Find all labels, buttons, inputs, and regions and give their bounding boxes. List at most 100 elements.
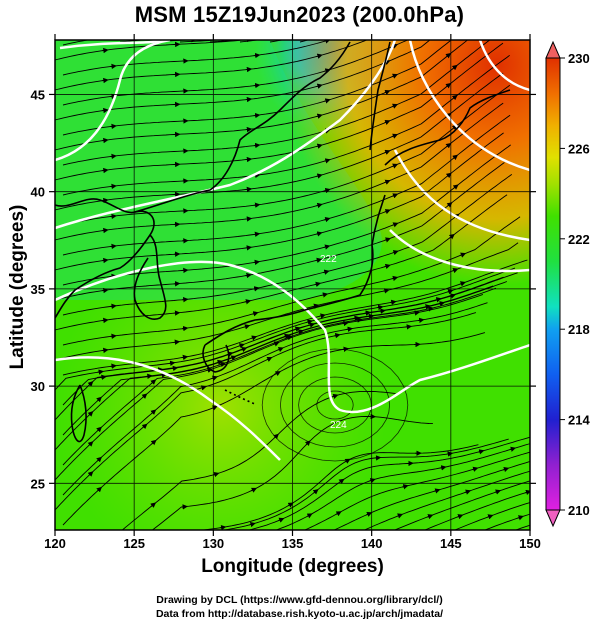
streamline-arrow <box>315 231 323 237</box>
streamline <box>62 40 409 106</box>
streamline-arrow <box>312 303 320 309</box>
streamline <box>55 285 494 451</box>
streamline-arrow <box>150 409 157 415</box>
streamline-arrow <box>273 341 280 347</box>
streamline-arrow <box>316 83 323 89</box>
streamline-arrow <box>316 202 323 209</box>
streamline-arrow <box>509 446 517 452</box>
streamline-arrow <box>524 489 530 496</box>
streamline-arrow <box>324 216 331 223</box>
streamline <box>363 470 530 530</box>
streamline-arrow <box>219 524 227 530</box>
streamline <box>423 490 530 530</box>
streamline-arrow <box>451 64 458 71</box>
streamline-arrow <box>323 244 331 250</box>
isotherm-line <box>393 149 530 242</box>
streamline <box>198 444 479 530</box>
streamline-arrow <box>96 456 103 463</box>
streamline-arrow <box>324 158 331 164</box>
streamline-arrow <box>87 441 94 447</box>
streamline <box>55 40 469 151</box>
streamline <box>239 40 261 43</box>
x-tick-label: 125 <box>123 536 145 551</box>
coastlines <box>55 41 511 443</box>
streamline-arrow <box>417 317 425 324</box>
streamline <box>274 443 530 530</box>
streamline-arrow <box>253 231 261 237</box>
streamline-arrow <box>384 209 391 215</box>
streamline-arrow <box>87 471 94 477</box>
streamline-arrow <box>445 52 452 59</box>
x-tick-label: 140 <box>361 536 383 551</box>
streamline-arrow <box>238 343 245 349</box>
streamline-arrow <box>445 142 452 149</box>
streamline-arrow <box>426 514 434 520</box>
streamline-arrow <box>435 297 442 303</box>
y-axis-label: Latitude (degrees) <box>7 204 28 370</box>
streamline-arrow <box>250 335 258 341</box>
streamline-arrow <box>391 133 399 139</box>
streamline <box>393 480 530 530</box>
source-text: Data from http://database.rish.kyoto-u.a… <box>155 608 444 620</box>
streamline-arrow <box>102 77 109 84</box>
x-tick-label: 130 <box>202 536 224 551</box>
streamline-arrow <box>369 478 376 484</box>
streamline <box>121 390 396 530</box>
streamline-arrow <box>102 47 109 54</box>
isotherm-line <box>55 40 171 162</box>
streamline-arrow <box>451 94 458 101</box>
streamline-arrow <box>96 426 103 433</box>
streamline <box>514 524 530 530</box>
streamline-arrow <box>384 119 391 125</box>
streamline-arrow <box>253 142 261 149</box>
streamline <box>62 40 452 136</box>
colorbar-tick-label: 210 <box>568 503 590 518</box>
streamline-arrow <box>168 360 176 366</box>
streamline <box>151 415 433 530</box>
streamline-arrow <box>459 252 467 258</box>
streamline-arrow <box>87 411 94 417</box>
isotherm-line <box>478 40 530 92</box>
streamline-arrow <box>384 237 391 243</box>
streamline-arrow <box>219 361 226 367</box>
streamline <box>221 438 509 530</box>
coastline-honshu <box>204 194 386 346</box>
streamline-arrow <box>171 365 179 372</box>
streamline-arrow <box>366 511 373 517</box>
streamline-arrow <box>391 73 399 79</box>
isotherm-line <box>408 40 530 172</box>
streamline-arrow <box>333 332 341 339</box>
streamline <box>62 40 331 76</box>
streamline-arrow <box>102 137 109 144</box>
streamline-arrow <box>245 245 253 251</box>
coastline-china-north <box>134 41 351 213</box>
streamline-arrow <box>150 439 157 446</box>
streamline-arrow <box>391 275 399 282</box>
streamline-arrow <box>451 40 458 41</box>
streamline-arrow <box>294 326 301 332</box>
y-axis: 25 30 35 40 45 <box>31 87 536 491</box>
y-tick-label: 45 <box>31 87 45 102</box>
x-axis-label: Longitude (degrees) <box>201 556 384 577</box>
streamline-arrow <box>384 89 391 95</box>
streamline-arrow <box>200 385 207 391</box>
streamline-arrow <box>376 304 384 311</box>
streamline-arrow <box>306 513 313 519</box>
streamline <box>55 312 477 511</box>
colorbar-tick-label: 230 <box>568 51 590 66</box>
coastline-taiwan <box>70 384 87 443</box>
streamline-arrow <box>452 184 459 190</box>
streamline-arrow <box>392 250 399 256</box>
streamline-arrow <box>383 288 390 294</box>
streamline-arrow <box>392 222 399 228</box>
streamline-arrow <box>323 269 330 275</box>
streamline-arrow <box>384 149 391 155</box>
colorbar-max-triangle <box>545 40 561 59</box>
streamline-arrow <box>384 179 391 185</box>
streamline <box>62 40 491 166</box>
streamline-arrow <box>332 393 339 399</box>
streamline-arrow <box>452 268 459 274</box>
streamline-arrow <box>471 466 479 472</box>
streamline-arrow <box>181 354 189 361</box>
streamline-arrow <box>141 423 148 430</box>
